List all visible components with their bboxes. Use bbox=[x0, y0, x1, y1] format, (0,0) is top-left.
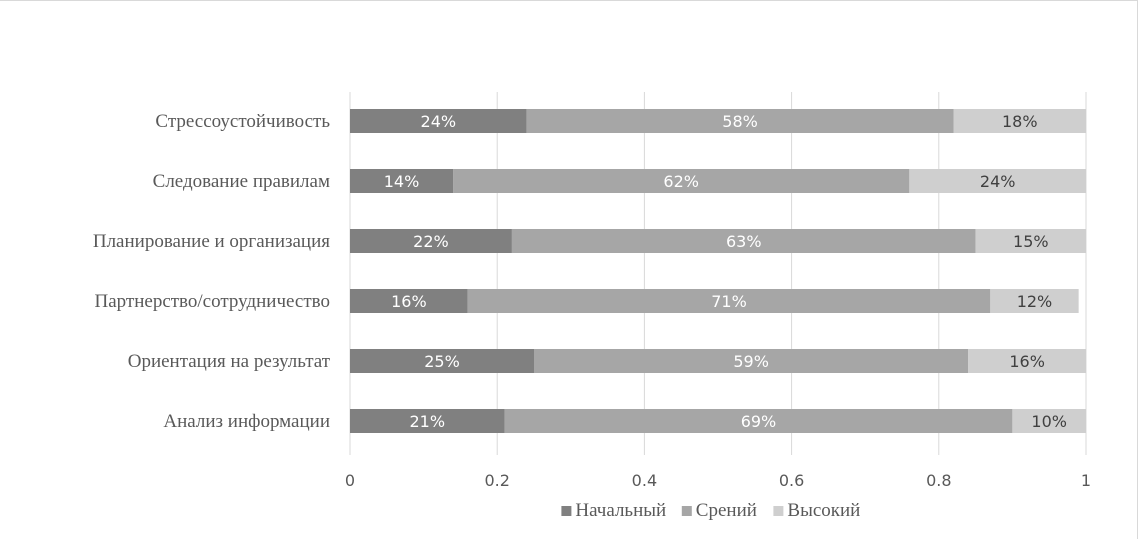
bar-data-label: 16% bbox=[1009, 352, 1045, 371]
legend-label: Высокий bbox=[787, 500, 860, 521]
legend-label: Срений bbox=[696, 500, 757, 521]
category-label: Партнерство/сотрудничество bbox=[95, 291, 330, 312]
bar-segment bbox=[968, 349, 1086, 373]
legend-label: Начальный bbox=[575, 500, 666, 521]
bar-data-label: 62% bbox=[663, 172, 699, 191]
bar-segment bbox=[453, 169, 910, 193]
x-tick-label: 0.4 bbox=[632, 471, 657, 490]
bar-segment bbox=[1012, 409, 1086, 433]
legend-swatch bbox=[561, 506, 572, 516]
x-axis-ticks: 0 0.2 0.4 0.6 0.8 1 bbox=[345, 471, 1091, 490]
category-labels: Стрессоустойчивость Следование правилам Пл… bbox=[93, 111, 331, 432]
bars: 24% 58% 18% 14% 62% 24% 22% 63% 15% 16% 71% 12% 25% 5… bbox=[350, 109, 1086, 433]
bar-segment bbox=[350, 349, 534, 373]
bar-segment bbox=[975, 229, 1086, 253]
bar-segment bbox=[953, 109, 1086, 133]
bar-segment bbox=[526, 109, 954, 133]
x-tick-label: 0.8 bbox=[926, 471, 951, 490]
bar-data-label: 69% bbox=[741, 412, 777, 431]
gridlines bbox=[349, 92, 1087, 455]
bar-data-label: 59% bbox=[733, 352, 769, 371]
bar-segment bbox=[350, 289, 468, 313]
bar-data-label: 18% bbox=[1002, 112, 1038, 131]
bar-data-label: 24% bbox=[980, 172, 1016, 191]
category-label: Планирование и организация bbox=[93, 231, 330, 252]
bar-data-label: 22% bbox=[413, 232, 449, 251]
bar-data-label: 15% bbox=[1013, 232, 1049, 251]
x-tick-label: 1 bbox=[1081, 471, 1091, 490]
bar-data-label: 21% bbox=[409, 412, 445, 431]
bar-segment bbox=[350, 109, 527, 133]
category-label: Стрессоустойчивость bbox=[155, 111, 330, 132]
bar-data-label: 63% bbox=[726, 232, 762, 251]
category-label: Анализ информации bbox=[163, 411, 330, 432]
bar-data-label: 12% bbox=[1017, 292, 1053, 311]
bar-segment bbox=[511, 229, 976, 253]
bar-data-label: 14% bbox=[384, 172, 420, 191]
bar-segment bbox=[467, 289, 991, 313]
bar-data-label: 16% bbox=[391, 292, 427, 311]
bar-segment bbox=[504, 409, 1013, 433]
bar-segment bbox=[909, 169, 1086, 193]
legend-swatch bbox=[681, 506, 692, 516]
bar-segment bbox=[350, 169, 454, 193]
bar-segment bbox=[350, 229, 512, 253]
bar-data-label: 71% bbox=[711, 292, 747, 311]
bar-data-label: 10% bbox=[1031, 412, 1067, 431]
bar-segment bbox=[350, 409, 505, 433]
bar-data-label: 58% bbox=[722, 112, 758, 131]
x-tick-label: 0.2 bbox=[484, 471, 509, 490]
x-tick-label: 0 bbox=[345, 471, 355, 490]
legend-swatch bbox=[773, 506, 784, 516]
category-label: Ориентация на результат bbox=[128, 351, 331, 372]
bar-segment bbox=[534, 349, 969, 373]
legend: Начальный Срений Высокий bbox=[561, 500, 860, 521]
x-tick-label: 0.6 bbox=[779, 471, 804, 490]
category-label: Следование правилам bbox=[153, 171, 330, 192]
bar-data-label: 24% bbox=[421, 112, 457, 131]
bar-segment bbox=[990, 289, 1079, 313]
bar-data-label: 25% bbox=[424, 352, 460, 371]
